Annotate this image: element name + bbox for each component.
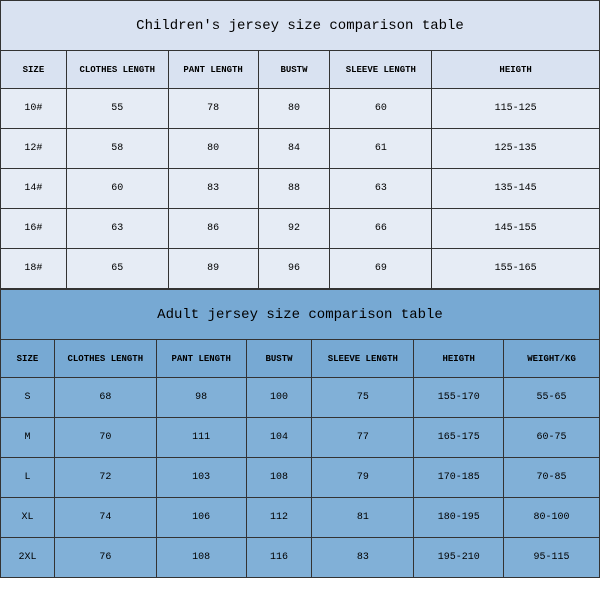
children-cell: 155-165	[432, 249, 600, 289]
children-cell: 63	[66, 209, 168, 249]
children-cell: 66	[330, 209, 432, 249]
adult-cell: 79	[312, 458, 414, 498]
table-row: S689810075155-17055-65	[1, 378, 600, 418]
adult-cell: 100	[246, 378, 312, 418]
children-cell: 84	[258, 129, 330, 169]
children-cell: 60	[66, 169, 168, 209]
adult-col-3: BUSTW	[246, 340, 312, 378]
children-cell: 18#	[1, 249, 67, 289]
adult-cell: 83	[312, 538, 414, 578]
adult-cell: 75	[312, 378, 414, 418]
children-col-5: HEIGTH	[432, 51, 600, 89]
children-size-table: Children's jersey size comparison table …	[0, 0, 600, 289]
children-cell: 83	[168, 169, 258, 209]
adult-cell: 70	[54, 418, 156, 458]
table-row: 12#58808461125-135	[1, 129, 600, 169]
children-cell: 61	[330, 129, 432, 169]
adult-title-row: Adult jersey size comparison table	[1, 290, 600, 340]
adult-cell: S	[1, 378, 55, 418]
children-cell: 12#	[1, 129, 67, 169]
table-row: 10#55788060115-125	[1, 89, 600, 129]
adult-col-0: SIZE	[1, 340, 55, 378]
children-col-4: SLEEVE LENGTH	[330, 51, 432, 89]
adult-cell: 111	[156, 418, 246, 458]
table-row: 2XL7610811683195-21095-115	[1, 538, 600, 578]
children-col-2: PANT LENGTH	[168, 51, 258, 89]
children-cell: 69	[330, 249, 432, 289]
adult-cell: 68	[54, 378, 156, 418]
adult-cell: L	[1, 458, 55, 498]
adult-cell: 116	[246, 538, 312, 578]
adult-cell: 103	[156, 458, 246, 498]
children-cell: 60	[330, 89, 432, 129]
adult-cell: 60-75	[504, 418, 600, 458]
adult-cell: 108	[246, 458, 312, 498]
adult-cell: 195-210	[414, 538, 504, 578]
adult-cell: 70-85	[504, 458, 600, 498]
adult-cell: 180-195	[414, 498, 504, 538]
children-title-row: Children's jersey size comparison table	[1, 1, 600, 51]
children-col-3: BUSTW	[258, 51, 330, 89]
children-cell: 89	[168, 249, 258, 289]
children-col-0: SIZE	[1, 51, 67, 89]
children-cell: 58	[66, 129, 168, 169]
adult-cell: 72	[54, 458, 156, 498]
adult-cell: 170-185	[414, 458, 504, 498]
adult-cell: 80-100	[504, 498, 600, 538]
table-row: M7011110477165-17560-75	[1, 418, 600, 458]
adult-cell: 95-115	[504, 538, 600, 578]
children-cell: 63	[330, 169, 432, 209]
table-row: 14#60838863135-145	[1, 169, 600, 209]
children-cell: 65	[66, 249, 168, 289]
adult-size-table: Adult jersey size comparison table SIZEC…	[0, 289, 600, 578]
adult-cell: 112	[246, 498, 312, 538]
children-cell: 80	[258, 89, 330, 129]
adult-cell: 76	[54, 538, 156, 578]
adult-cell: M	[1, 418, 55, 458]
adult-col-6: WEIGHT/KG	[504, 340, 600, 378]
children-cell: 135-145	[432, 169, 600, 209]
adult-cell: 2XL	[1, 538, 55, 578]
adult-col-5: HEIGTH	[414, 340, 504, 378]
adult-cell: 98	[156, 378, 246, 418]
adult-cell: 74	[54, 498, 156, 538]
adult-col-4: SLEEVE LENGTH	[312, 340, 414, 378]
children-cell: 92	[258, 209, 330, 249]
adult-cell: 77	[312, 418, 414, 458]
table-row: 18#65899669155-165	[1, 249, 600, 289]
adult-cell: 108	[156, 538, 246, 578]
children-col-1: CLOTHES LENGTH	[66, 51, 168, 89]
children-cell: 80	[168, 129, 258, 169]
children-cell: 86	[168, 209, 258, 249]
adult-cell: 55-65	[504, 378, 600, 418]
adult-title: Adult jersey size comparison table	[1, 290, 600, 340]
children-cell: 88	[258, 169, 330, 209]
children-cell: 125-135	[432, 129, 600, 169]
children-cell: 10#	[1, 89, 67, 129]
adult-col-1: CLOTHES LENGTH	[54, 340, 156, 378]
children-cell: 145-155	[432, 209, 600, 249]
adult-cell: 155-170	[414, 378, 504, 418]
children-cell: 96	[258, 249, 330, 289]
children-title: Children's jersey size comparison table	[1, 1, 600, 51]
children-header-row: SIZECLOTHES LENGTHPANT LENGTHBUSTWSLEEVE…	[1, 51, 600, 89]
table-row: 16#63869266145-155	[1, 209, 600, 249]
children-cell: 14#	[1, 169, 67, 209]
adult-header-row: SIZECLOTHES LENGTHPANT LENGTHBUSTWSLEEVE…	[1, 340, 600, 378]
children-cell: 115-125	[432, 89, 600, 129]
children-cell: 78	[168, 89, 258, 129]
children-cell: 16#	[1, 209, 67, 249]
table-row: XL7410611281180-19580-100	[1, 498, 600, 538]
adult-cell: 104	[246, 418, 312, 458]
table-row: L7210310879170-18570-85	[1, 458, 600, 498]
children-cell: 55	[66, 89, 168, 129]
adult-cell: XL	[1, 498, 55, 538]
adult-cell: 106	[156, 498, 246, 538]
adult-cell: 165-175	[414, 418, 504, 458]
adult-cell: 81	[312, 498, 414, 538]
adult-col-2: PANT LENGTH	[156, 340, 246, 378]
